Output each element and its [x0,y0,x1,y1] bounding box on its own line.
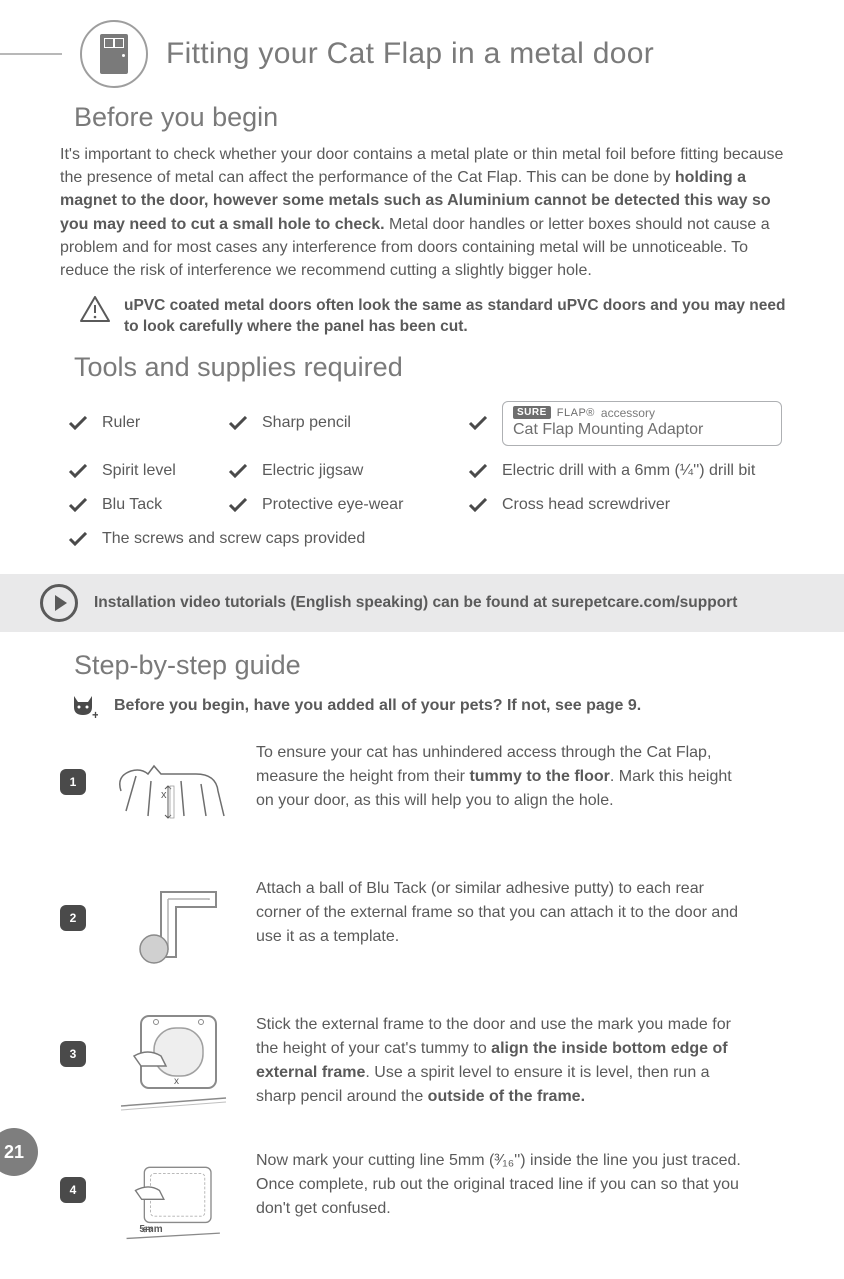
pets-prompt-text: Before you begin, have you added all of … [114,697,641,715]
door-icon [80,20,148,88]
tools-heading: Tools and supplies required [74,352,794,383]
step-number: 3 [60,1041,86,1067]
step-4-a: Now mark your cutting line 5mm (³⁄₁₆'') … [256,1152,741,1217]
check-icon [228,416,248,430]
check-icon [68,464,88,478]
page-title: Fitting your Cat Flap in a metal door [166,37,654,71]
warning-row: uPVC coated metal doors often look the s… [80,296,794,338]
step-2-a: Attach a ball of Blu Tack (or similar ad… [256,880,738,945]
step-number: 2 [60,905,86,931]
header-rule [0,53,62,55]
tool-drill: Electric drill with a 6mm (¼'') drill bi… [468,462,788,480]
step-3-text: Stick the external frame to the door and… [256,1013,746,1109]
tool-label: Sharp pencil [262,414,351,432]
tool-ruler: Ruler [68,401,228,446]
tool-screws: The screws and screw caps provided [68,530,794,548]
guide-heading: Step-by-step guide [74,650,794,681]
video-bar: Installation video tutorials (English sp… [0,574,844,632]
accessory-box: SURE FLAP® accessory Cat Flap Mounting A… [502,401,782,446]
before-paragraph: It's important to check whether your doo… [60,143,794,282]
step-2-illustration [106,877,236,977]
accessory-suffix: accessory [601,406,655,420]
step-3-illustration: x [106,1013,236,1113]
tool-pencil: Sharp pencil [228,401,468,446]
warning-text: uPVC coated metal doors often look the s… [124,296,794,338]
tool-accessory: SURE FLAP® accessory Cat Flap Mounting A… [468,401,788,446]
play-icon [40,584,78,622]
video-text: Installation video tutorials (English sp… [94,594,737,612]
tool-label: Electric drill with a 6mm (¼'') drill bi… [502,462,755,480]
step-1-b: tummy to the floor [469,768,609,785]
tool-jigsaw: Electric jigsaw [228,462,468,480]
tool-label: The screws and screw caps provided [102,530,365,548]
check-icon [468,498,488,512]
tool-spirit-level: Spirit level [68,462,228,480]
step-number: 1 [60,769,86,795]
check-icon [68,498,88,512]
check-icon [228,498,248,512]
step-4: 4 5mm Now mark your cutting line 5mm (³⁄… [60,1149,794,1249]
tool-label: Ruler [102,414,140,432]
before-heading: Before you begin [74,102,794,133]
tool-label: Electric jigsaw [262,462,363,480]
tool-label: Blu Tack [102,496,162,514]
check-icon [68,416,88,430]
svg-text:+: + [92,708,98,719]
svg-text:x: x [174,1076,179,1087]
step-4-illustration: 5mm [106,1149,236,1249]
tool-screwdriver: Cross head screwdriver [468,496,788,514]
pets-prompt-row: + Before you begin, have you added all o… [68,693,794,719]
accessory-name: Cat Flap Mounting Adaptor [513,421,771,439]
check-icon [228,464,248,478]
step-4-label: 5mm [139,1224,162,1235]
step-1: 1 x To ensure your cat has unhindered ac… [60,741,794,841]
sure-badge: SURE [513,406,551,419]
step-1-text: To ensure your cat has unhindered access… [256,741,746,813]
tool-label: Spirit level [102,462,176,480]
step-3: 3 x Stick the external frame to the door… [60,1013,794,1113]
step-1-illustration: x [106,741,236,841]
check-icon [468,416,488,430]
step-3-d: outside of the frame. [428,1088,585,1105]
step-2-text: Attach a ball of Blu Tack (or similar ad… [256,877,746,949]
warning-icon [80,296,110,322]
tool-blutack: Blu Tack [68,496,228,514]
tool-label: Cross head screwdriver [502,496,670,514]
tool-label: Protective eye-wear [262,496,403,514]
page-header: Fitting your Cat Flap in a metal door [0,20,794,88]
svg-text:x: x [161,789,167,801]
tools-grid: Ruler Sharp pencil SURE FLAP® accessory … [68,393,794,556]
flap-word: FLAP® [557,407,595,419]
step-2: 2 Attach a ball of Blu Tack (or similar … [60,877,794,977]
check-icon [68,532,88,546]
tool-eyewear: Protective eye-wear [228,496,468,514]
step-4-text: Now mark your cutting line 5mm (³⁄₁₆'') … [256,1149,746,1221]
cat-plus-icon: + [68,693,98,719]
check-icon [468,464,488,478]
